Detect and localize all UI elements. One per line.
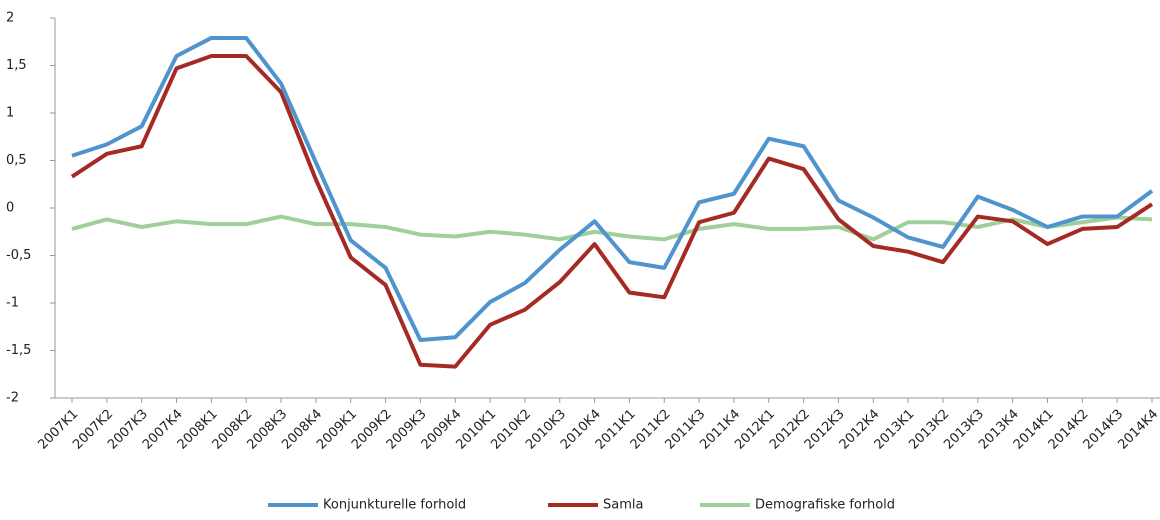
- series-line: [71, 35, 1154, 343]
- y-tick-label: 1: [6, 106, 14, 121]
- y-tick-label: -1,5: [6, 343, 31, 358]
- legend-label: Konjunkturelle forhold: [323, 498, 466, 513]
- legend-label: Samla: [603, 498, 643, 513]
- y-tick-label: 0,5: [6, 153, 27, 168]
- y-tick-label: -2: [6, 391, 19, 406]
- y-tick-label: -1: [6, 296, 19, 311]
- y-tick-label: -0,5: [6, 248, 31, 263]
- legend-label: Demografiske forhold: [755, 498, 895, 513]
- y-tick-label: 2: [6, 11, 14, 26]
- y-tick-label: 0: [6, 201, 14, 216]
- series-line: [70, 54, 1154, 369]
- y-tick-label: 1,5: [6, 58, 27, 73]
